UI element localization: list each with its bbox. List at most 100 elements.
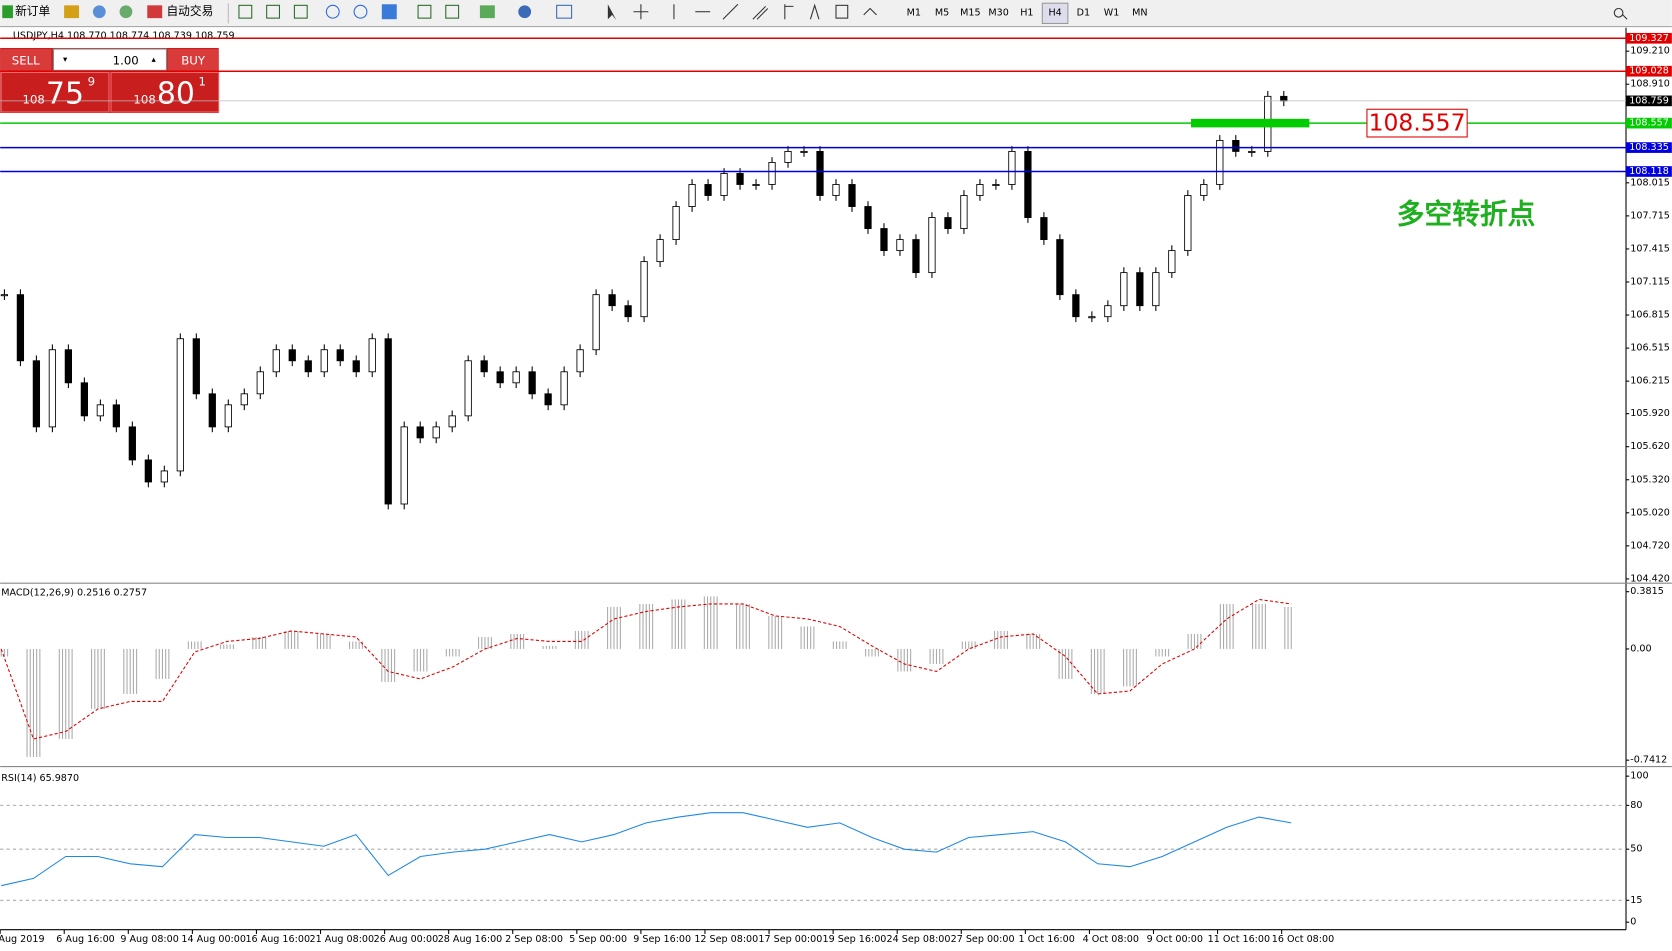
level-price-label: 108.118: [1629, 166, 1669, 177]
lots-value[interactable]: 1.00: [113, 53, 139, 67]
timeframe-button[interactable]: H1: [1020, 7, 1033, 18]
new-order-icon[interactable]: [2, 5, 13, 19]
candle: [1248, 151, 1256, 153]
candle: [960, 195, 968, 229]
turning-zone: [1191, 118, 1310, 128]
buy-price-sup[interactable]: 1: [198, 75, 205, 89]
candle: [576, 349, 584, 373]
toolbar-icon[interactable]: [381, 4, 397, 20]
lots-input[interactable]: [52, 48, 167, 71]
candle: [496, 371, 504, 384]
buy-price-box[interactable]: [110, 71, 220, 113]
timeframe-active[interactable]: [1041, 2, 1069, 24]
macd-signal: [0, 598, 1292, 740]
timeframe-button[interactable]: M1: [907, 7, 921, 18]
candle: [752, 184, 760, 186]
y-tick-label: 108.910: [1630, 79, 1670, 90]
timeframe-button[interactable]: M30: [988, 7, 1008, 18]
trendline-tool[interactable]: [722, 3, 739, 20]
zoom-out[interactable]: [353, 4, 368, 19]
candle: [704, 184, 712, 196]
toolbar-icon[interactable]: [417, 4, 432, 19]
level-price-label: 108.335: [1629, 142, 1669, 153]
candle: [912, 239, 920, 274]
candle: [624, 305, 632, 318]
x-tick-label: 24 Sep 08:00: [887, 934, 951, 945]
candle: [1008, 151, 1016, 185]
buy-price-big[interactable]: 108: [133, 93, 155, 107]
candle: [592, 294, 600, 351]
sell-price-sup[interactable]: 9: [88, 75, 95, 89]
timeframe-button[interactable]: W1: [1104, 7, 1120, 18]
candle: [176, 338, 184, 472]
new-order-button[interactable]: 新订单: [15, 4, 50, 18]
x-tick-label: 9 Sep 16:00: [633, 934, 691, 945]
toolbar-icon[interactable]: [518, 5, 532, 19]
label-tool[interactable]: [835, 4, 849, 19]
toolbar-icon[interactable]: [445, 4, 460, 19]
candle: [32, 360, 41, 428]
text-tool[interactable]: [809, 3, 820, 20]
y-tick-label: 100: [1630, 771, 1648, 782]
sell-price-main[interactable]: 75: [46, 76, 84, 111]
y-tick-label: 105.320: [1630, 474, 1670, 485]
lots-down[interactable]: ▾: [63, 55, 68, 65]
timeframe-button[interactable]: H4: [1048, 7, 1061, 18]
candle: [880, 228, 888, 252]
sell-price-box[interactable]: [0, 71, 110, 113]
channel-tool[interactable]: [752, 6, 769, 20]
timeframe-button[interactable]: MN: [1132, 7, 1147, 18]
annotation-note: 多空转折点: [1397, 197, 1536, 230]
candle: [0, 294, 9, 297]
lots-up[interactable]: ▴: [152, 55, 157, 65]
fibo-tool[interactable]: [784, 4, 794, 20]
candle: [304, 360, 312, 373]
candle: [688, 184, 696, 207]
x-tick-label: 16 Oct 08:00: [1272, 934, 1334, 945]
search-icon[interactable]: [1613, 7, 1628, 20]
x-tick-label: 19 Sep 16:00: [822, 934, 886, 945]
x-tick-label: 6 Aug 16:00: [56, 934, 115, 945]
candle: [1216, 139, 1224, 185]
auto-trading-icon[interactable]: [147, 5, 163, 19]
candle: [368, 338, 376, 373]
candle: [288, 349, 296, 362]
timeframe-button[interactable]: D1: [1077, 7, 1090, 18]
toolbar-icon[interactable]: [64, 5, 80, 19]
timeframe-button[interactable]: M15: [960, 7, 980, 18]
sell-button[interactable]: [0, 49, 52, 71]
toolbar-icon[interactable]: [479, 5, 495, 19]
candle: [816, 151, 824, 196]
zoom-in[interactable]: [325, 4, 340, 19]
candle: [928, 217, 936, 274]
candle: [224, 404, 232, 428]
toolbar-icon[interactable]: [266, 4, 281, 19]
x-tick-label: 1 Oct 16:00: [1018, 934, 1074, 945]
auto-trading-button[interactable]: 自动交易: [166, 4, 213, 18]
candle: [864, 206, 872, 229]
toolbar-icon[interactable]: [92, 5, 106, 19]
toolbar-icon[interactable]: [556, 4, 573, 19]
y-tick-label: 15: [1630, 895, 1642, 906]
x-tick-label: 17 Sep 00:00: [758, 934, 822, 945]
toolbar-icon[interactable]: [238, 4, 253, 19]
candle: [64, 349, 73, 384]
candle: [240, 393, 248, 406]
timeframe-button[interactable]: M5: [935, 7, 949, 18]
level-price-box: [1626, 166, 1672, 177]
rsi-line: [1, 812, 1292, 887]
arrows-tool[interactable]: [863, 7, 877, 16]
buy-button[interactable]: [167, 49, 219, 71]
buy-label[interactable]: BUY: [181, 53, 206, 67]
toolbar-icon[interactable]: [119, 5, 133, 19]
sell-price-big[interactable]: 108: [23, 93, 45, 107]
toolbar-icon[interactable]: [293, 4, 308, 19]
crosshair-tool[interactable]: [633, 4, 649, 20]
buy-price-main[interactable]: 80: [157, 76, 195, 111]
candle: [448, 415, 456, 428]
candle: [1232, 139, 1240, 152]
sell-label[interactable]: SELL: [12, 53, 40, 67]
candle: [416, 426, 424, 439]
candle: [528, 371, 536, 395]
